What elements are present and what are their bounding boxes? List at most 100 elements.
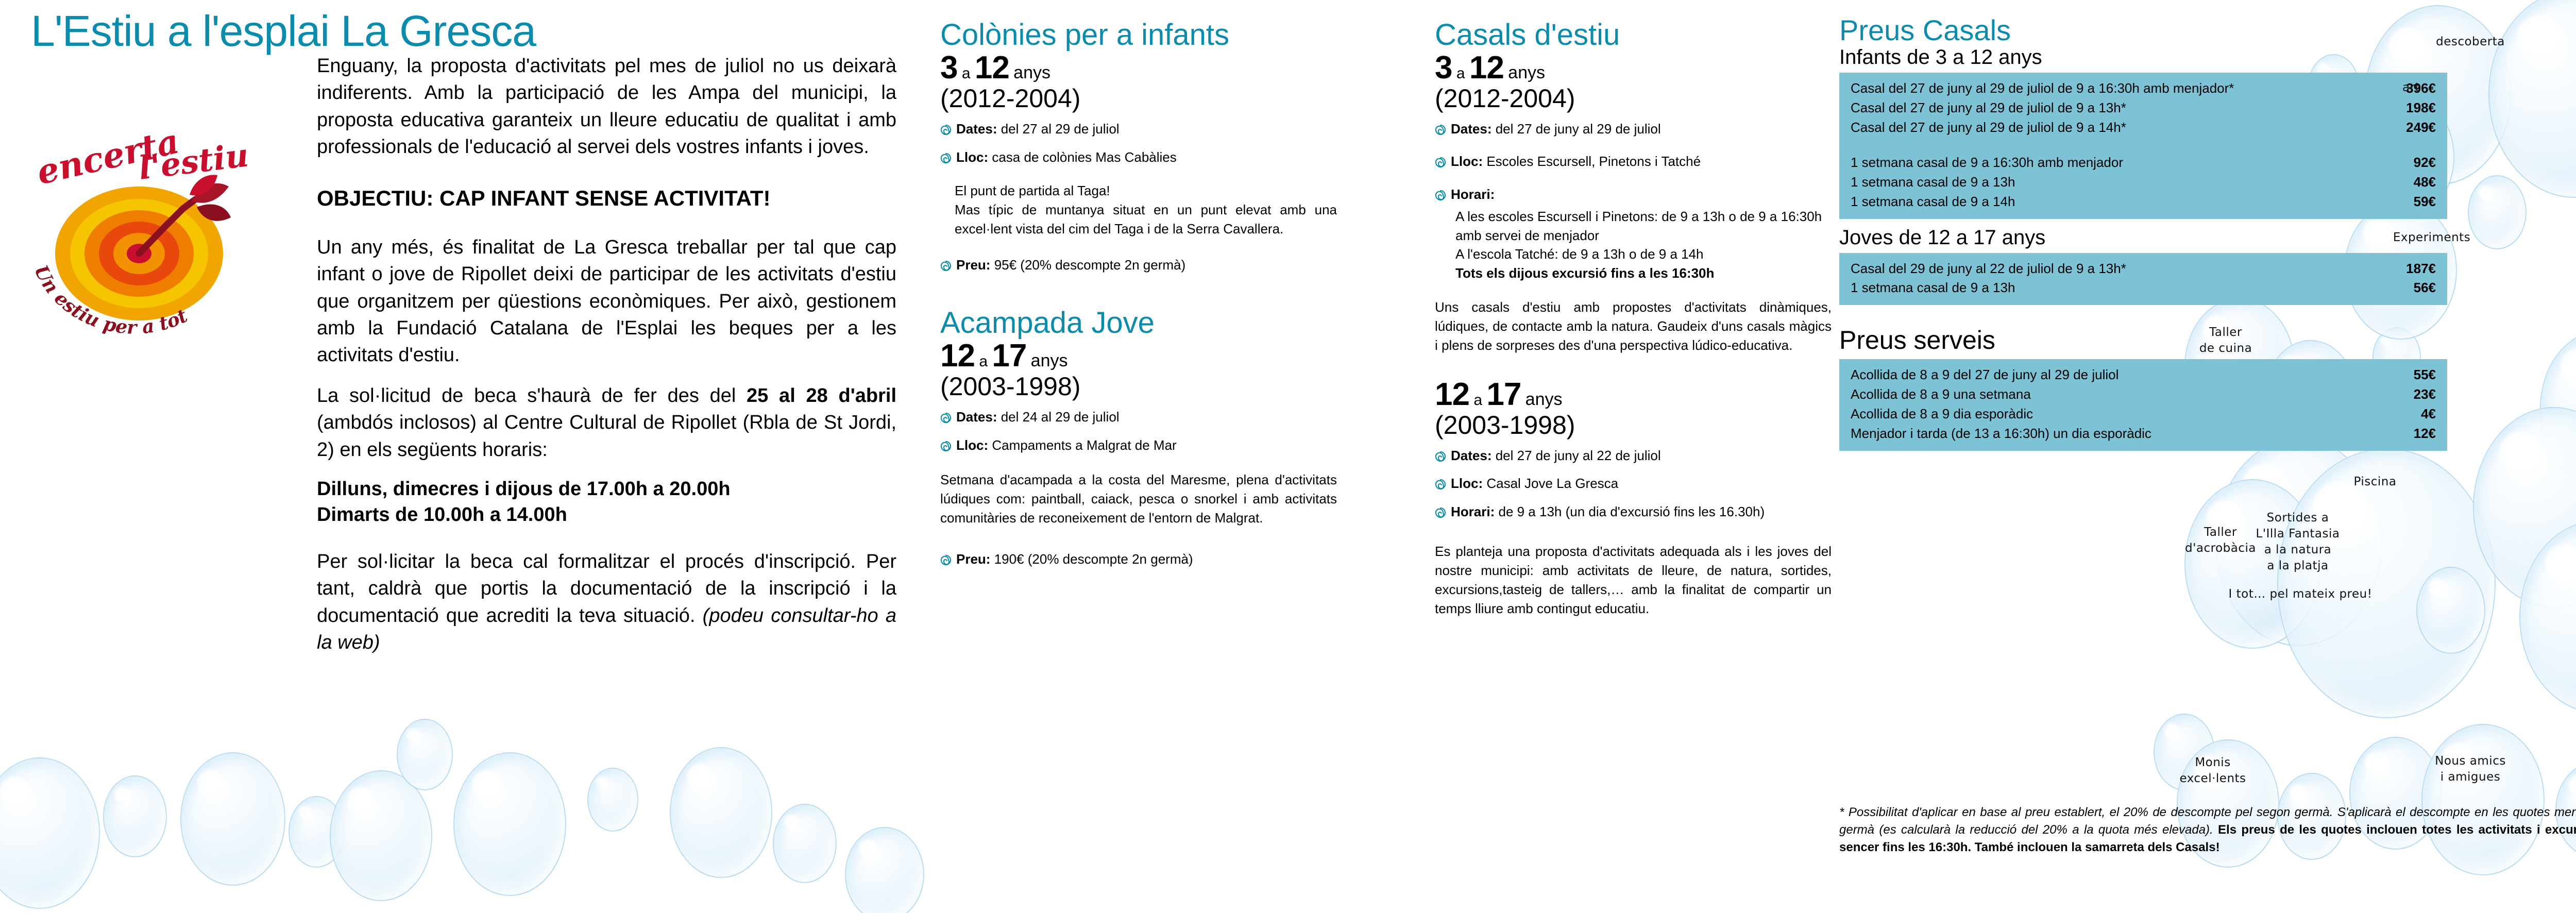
price-label: Acollida de 8 a 9 del 27 de juny al 29 d… xyxy=(1851,366,2119,382)
bubble-caption-nous-amics: Nous amics i amigues xyxy=(2435,754,2506,784)
colonies-dates-row: Dates: del 27 al 29 de juliol xyxy=(940,120,1337,140)
casal-jove-birth-years: (2003-1998) xyxy=(1435,410,1575,439)
price-amount: 12€ xyxy=(2413,425,2436,441)
colonies-description: El punt de partida al Taga! Mas típic de… xyxy=(955,183,1337,236)
price-amount: 55€ xyxy=(2413,366,2436,382)
casal-jove-dates-value: del 27 de juny al 22 de juliol xyxy=(1495,448,1661,464)
price-label: Casal del 27 de juny al 29 de juliol de … xyxy=(1851,99,2126,115)
casals-age-unit: anys xyxy=(1508,62,1545,82)
preus-infants-heading: Infants de 3 a 12 anys xyxy=(1839,45,2042,69)
preus-joves-table: Casal del 29 de juny al 22 de juliol de … xyxy=(1839,252,2447,306)
office-hours-line-1: Dilluns, dimecres i dijous de 17.00h a 2… xyxy=(317,478,731,500)
casals-description: Uns casals d'estiu amb propostes d'activ… xyxy=(1435,299,1832,353)
acampada-preu-row: Preu: 190€ (20% descompte 2n germà) xyxy=(940,550,1337,570)
colonies-age-range: 3 a 12 anys xyxy=(940,52,1337,84)
colonies-preu: Preu: 95€ (20% descompte 2n germà) xyxy=(956,256,1337,274)
colonies-age-from: 3 xyxy=(940,49,958,86)
section-title-acampada: Acampada Jove xyxy=(940,306,1155,340)
column-prices: Preus Casals Infants de 3 a 12 anys Casa… xyxy=(1839,15,2447,456)
acampada-age-from: 12 xyxy=(940,337,975,374)
bubble-caption-piscina: Piscina xyxy=(2353,475,2397,488)
colonies-dates: Dates: del 27 al 29 de juliol xyxy=(956,120,1337,138)
intro-body: Enguany, la proposta d'activitats pel me… xyxy=(317,53,896,656)
table-row: 1 setmana casal de 9 a 13h 48€ xyxy=(1851,173,2436,192)
beca-pre-text: La sol·licitud de beca s'haurà de fer de… xyxy=(317,384,747,407)
casal-jove-age-from: 12 xyxy=(1435,376,1470,412)
acampada-lloc-row: Lloc: Campaments a Malgrat de Mar xyxy=(940,436,1337,456)
page-title: L'Estiu a l'esplai La Gresca xyxy=(31,7,536,55)
table-row: Acollida de 8 a 9 del 27 de juny al 29 d… xyxy=(1851,365,2436,385)
table-row: Casal del 27 de juny al 29 de juliol de … xyxy=(1851,79,2436,98)
casal-jove-lloc-row: Lloc: Casal Jove La Gresca xyxy=(1435,475,1832,494)
colonies-age-to: 12 xyxy=(974,49,1010,86)
price-label: 1 setmana casal de 9 a 16:30h amb menjad… xyxy=(1851,154,2124,170)
price-amount: 4€ xyxy=(2421,405,2436,421)
column-intro: L'Estiu a l'esplai La Gresca Enguany, la… xyxy=(31,9,907,670)
casal-jove-description: Es planteja una proposta d'activitats ad… xyxy=(1435,544,1832,616)
colonies-lloc-label: Lloc: xyxy=(956,149,989,165)
intro-paragraph-2: Un any més, és finalitat de La Gresca tr… xyxy=(317,236,896,366)
colonies-preu-value: 95€ (20% descompte 2n germà) xyxy=(994,257,1186,273)
spiral-icon xyxy=(940,410,952,428)
acampada-preu: Preu: 190€ (20% descompte 2n germà) xyxy=(956,550,1337,568)
preus-infants-table: Casal del 27 de juny al 29 de juliol de … xyxy=(1839,72,2447,219)
bubble-caption-experiments: Experiments xyxy=(2393,231,2471,244)
preus-serveis-table: Acollida de 8 a 9 del 27 de juny al 29 d… xyxy=(1839,359,2447,451)
acampada-age-range: 12 a 17 anys xyxy=(940,340,1337,372)
bubble-caption-descoberta: descoberta xyxy=(2436,35,2505,48)
casal-jove-horari-value: de 9 a 13h (un dia d'excursió fins les 1… xyxy=(1498,503,1765,519)
casals-age-range: 3 a 12 anys xyxy=(1435,52,1832,84)
bubble-caption-mateix-preu: I tot… pel mateix preu! xyxy=(2228,587,2372,601)
inscripcio-text: Per sol·licitar la beca cal formalitzar … xyxy=(317,550,896,627)
acampada-description: Setmana d'acampada a la costa del Maresm… xyxy=(940,472,1337,526)
price-amount: 48€ xyxy=(2413,174,2436,190)
office-hours: Dilluns, dimecres i dijous de 17.00h a 2… xyxy=(317,477,896,528)
casal-jove-horari-row: Horari: de 9 a 13h (un dia d'excursió fi… xyxy=(1435,503,1832,522)
acampada-birth-years: (2003-1998) xyxy=(940,371,1081,401)
colonies-preu-label: Preu: xyxy=(956,257,991,273)
price-footnote: * Possibilitat d'aplicar en base al preu… xyxy=(1839,804,2576,856)
acampada-dates-value: del 24 al 29 de juliol xyxy=(1001,409,1120,425)
spiral-icon xyxy=(940,150,952,168)
price-label: Casal del 27 de juny al 29 de juliol de … xyxy=(1851,119,2126,135)
colonies-lloc: Lloc: casa de colònies Mas Cabàlies xyxy=(956,148,1337,166)
intro-paragraph-3: La sol·licitud de beca s'haurà de fer de… xyxy=(317,382,896,463)
price-label: 1 setmana casal de 9 a 14h xyxy=(1851,193,2015,209)
price-label: Casal del 27 de juny al 29 de juliol de … xyxy=(1851,80,2234,96)
price-label: 1 setmana casal de 9 a 13h xyxy=(1851,174,2015,190)
casals-horari-row: Horari: xyxy=(1435,185,1832,205)
casals-age-to: 12 xyxy=(1469,49,1504,86)
casals-age-sep: a xyxy=(1456,64,1465,82)
spiral-icon xyxy=(1435,477,1446,494)
column-colonies: Colònies per a infants 3 a 12 anys (2012… xyxy=(940,19,1337,578)
intro-paragraph-1: Enguany, la proposta d'activitats pel me… xyxy=(317,55,896,158)
acampada-age-unit: anys xyxy=(1030,350,1068,370)
price-label: Acollida de 8 a 9 dia esporàdic xyxy=(1851,405,2033,421)
bubble-caption-taller-de-cuina: Taller de cuina xyxy=(2199,326,2252,356)
casal-jove-dates-row: Dates: del 27 de juny al 22 de juliol xyxy=(1435,447,1832,466)
bubble-caption-sortides: Sortides a L'Illa Fantasia a la natura a… xyxy=(2256,511,2340,573)
price-amount: 249€ xyxy=(2406,119,2436,135)
casals-birth-years: (2012-2004) xyxy=(1435,83,1575,113)
casals-dates-value: del 27 de juny al 29 de juliol xyxy=(1495,121,1661,137)
bubble-caption-monis-excellents: Monis excel·lents xyxy=(2179,756,2246,786)
casals-dates-label: Dates: xyxy=(1451,121,1492,137)
table-row: Casal del 27 de juny al 29 de juliol de … xyxy=(1851,118,2436,138)
casal-jove-dates-label: Dates: xyxy=(1451,448,1492,464)
bubble-caption-art: art xyxy=(2402,81,2420,94)
spiral-icon xyxy=(1435,449,1446,466)
casal-jove-age-sep: a xyxy=(1473,391,1482,409)
acampada-lloc-label: Lloc: xyxy=(956,437,989,453)
spiral-icon xyxy=(1435,505,1446,522)
acampada-dates-row: Dates: del 24 al 29 de juliol xyxy=(940,408,1337,428)
spiral-icon xyxy=(1435,188,1446,205)
colonies-dates-value: del 27 al 29 de juliol xyxy=(1001,121,1120,137)
colonies-birth-years: (2012-2004) xyxy=(940,83,1081,113)
section-title-casals: Casals d'estiu xyxy=(1435,18,1620,52)
casals-lloc-label: Lloc: xyxy=(1451,153,1483,169)
price-label: Acollida de 8 a 9 una setmana xyxy=(1851,386,2031,402)
acampada-lloc: Lloc: Campaments a Malgrat de Mar xyxy=(956,436,1337,454)
acampada-age-sep: a xyxy=(979,352,988,370)
colonies-lloc-value: casa de colònies Mas Cabàlies xyxy=(992,149,1177,165)
